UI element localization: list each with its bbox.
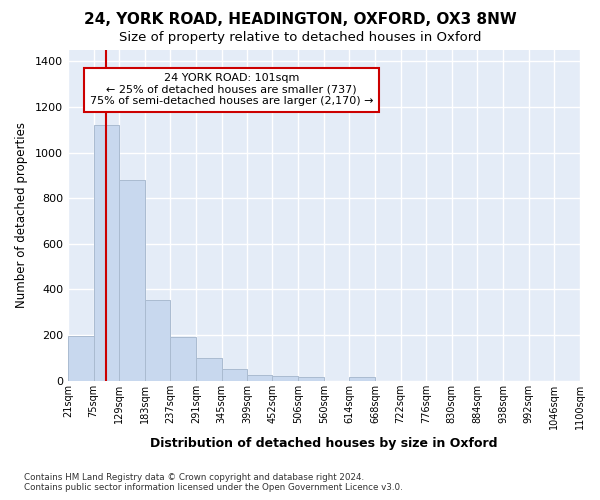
Text: 24, YORK ROAD, HEADINGTON, OXFORD, OX3 8NW: 24, YORK ROAD, HEADINGTON, OXFORD, OX3 8… [83,12,517,28]
Bar [94,125,119,380]
Bar [349,377,375,380]
X-axis label: Distribution of detached houses by size in Oxford: Distribution of detached houses by size … [150,437,498,450]
Bar [119,180,145,380]
Y-axis label: Number of detached properties: Number of detached properties [15,122,28,308]
Bar [170,337,196,380]
Bar [247,375,272,380]
Bar [272,376,298,380]
Bar [196,358,221,380]
Bar [68,336,94,380]
Text: 24 YORK ROAD: 101sqm
← 25% of detached houses are smaller (737)
75% of semi-deta: 24 YORK ROAD: 101sqm ← 25% of detached h… [89,73,373,106]
Bar [298,376,324,380]
Text: Size of property relative to detached houses in Oxford: Size of property relative to detached ho… [119,31,481,44]
Bar [145,300,170,380]
Text: Contains HM Land Registry data © Crown copyright and database right 2024.
Contai: Contains HM Land Registry data © Crown c… [24,473,403,492]
Bar [221,369,247,380]
